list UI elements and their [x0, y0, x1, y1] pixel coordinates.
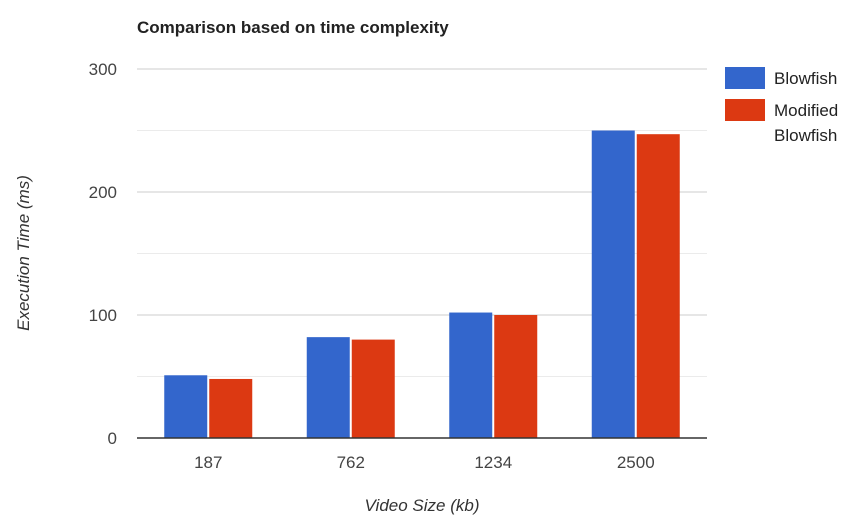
x-tick-label: 1234 [474, 453, 512, 472]
bar-modified-blowfish-2500 [636, 134, 680, 438]
bars [164, 130, 680, 438]
bar-modified-blowfish-1234 [494, 315, 538, 438]
legend-label: Modified Blowfish [774, 101, 838, 145]
legend-swatch-modified-blowfish [725, 99, 765, 121]
y-tick-label: 200 [89, 183, 117, 202]
y-axis-ticks: 0 100 200 300 [89, 60, 117, 448]
x-tick-label: 762 [337, 453, 365, 472]
bar-blowfish-187 [164, 375, 208, 438]
y-tick-label: 300 [89, 60, 117, 79]
bar-blowfish-762 [306, 337, 350, 438]
legend-swatch-blowfish [725, 67, 765, 89]
y-tick-label: 100 [89, 306, 117, 325]
x-tick-label: 2500 [617, 453, 655, 472]
y-axis-title: Execution Time (ms) [14, 175, 33, 331]
bar-modified-blowfish-762 [351, 339, 395, 438]
y-tick-label: 0 [108, 429, 117, 448]
legend-label: Blowfish [774, 69, 837, 88]
x-axis-ticks: 187 762 1234 2500 [194, 453, 655, 472]
x-axis-title: Video Size (kb) [365, 496, 480, 515]
legend: Blowfish Modified Blowfish [725, 67, 838, 145]
bar-blowfish-1234 [449, 312, 493, 438]
bar-modified-blowfish-187 [209, 378, 253, 438]
chart-title: Comparison based on time complexity [137, 18, 449, 37]
x-tick-label: 187 [194, 453, 222, 472]
bar-blowfish-2500 [591, 130, 635, 438]
